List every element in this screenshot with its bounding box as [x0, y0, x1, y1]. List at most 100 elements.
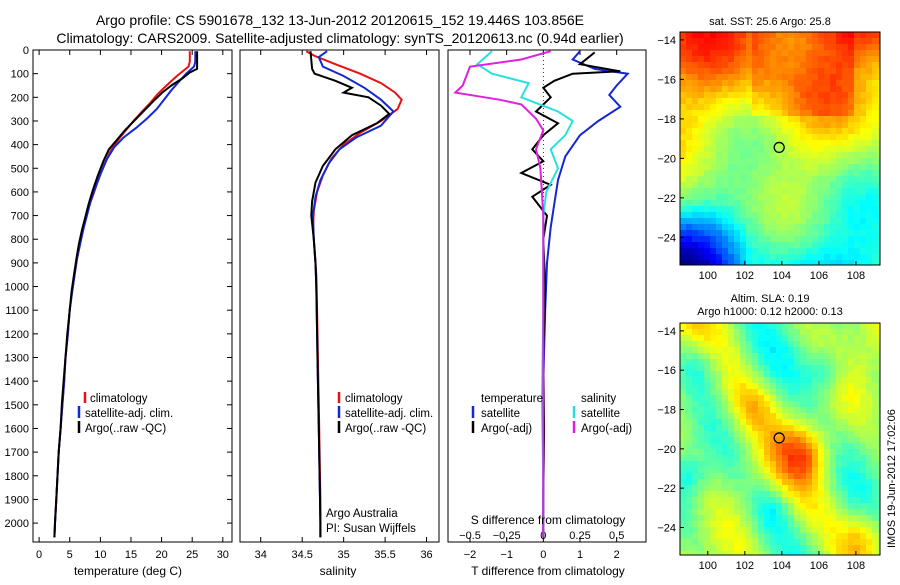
map-cell — [878, 539, 881, 546]
map-cell — [722, 359, 729, 366]
map-cell — [710, 491, 717, 498]
map-cell — [704, 377, 711, 384]
map-cell — [812, 545, 819, 552]
map-cell — [686, 158, 693, 165]
map-cell — [692, 170, 699, 177]
map-cell — [788, 62, 795, 69]
map-cell — [866, 473, 873, 480]
map-cell — [830, 347, 837, 354]
map-cell — [764, 212, 771, 219]
map-cell — [794, 533, 801, 540]
map-cell — [800, 164, 807, 171]
map-cell — [704, 347, 711, 354]
map-cell — [758, 527, 765, 534]
map-cell — [818, 110, 825, 117]
map-cell — [836, 389, 843, 396]
map-cell — [854, 533, 861, 540]
map-cell — [848, 128, 855, 135]
map-cell — [770, 32, 777, 39]
map-cell — [758, 365, 765, 372]
map-cell — [752, 56, 759, 63]
map-cell — [788, 164, 795, 171]
map-cell — [794, 188, 801, 195]
map-cell — [818, 485, 825, 492]
map-cell — [716, 242, 723, 249]
map-cell — [794, 419, 801, 426]
map-cell — [812, 110, 819, 117]
map-cell — [740, 485, 747, 492]
map-cell — [758, 485, 765, 492]
legend-label-t-argo: Argo(-adj) — [481, 423, 532, 435]
map-cell — [818, 425, 825, 432]
map-cell — [866, 407, 873, 414]
map-cell — [788, 104, 795, 111]
map-cell — [692, 188, 699, 195]
map-cell — [758, 377, 765, 384]
map-cell — [824, 194, 831, 201]
map-cell — [716, 230, 723, 237]
map-cell — [734, 50, 741, 57]
map-cell — [776, 323, 783, 330]
map-cell — [830, 545, 837, 552]
map-cell — [872, 539, 879, 546]
map-cell — [740, 92, 747, 99]
map-cell — [746, 32, 753, 39]
map-cell — [770, 182, 777, 189]
map-cell — [758, 164, 765, 171]
map-cell — [746, 461, 753, 468]
map-cell — [764, 158, 771, 165]
map-cell — [794, 140, 801, 147]
map-cell — [818, 491, 825, 498]
map-cell — [776, 473, 783, 480]
map-cell — [800, 182, 807, 189]
map-cell — [740, 32, 747, 39]
map-cell — [788, 92, 795, 99]
x-tick-label: 0 — [540, 549, 546, 561]
map-cell — [740, 248, 747, 255]
map-cell — [812, 377, 819, 384]
map-cell — [818, 68, 825, 75]
map-cell — [704, 230, 711, 237]
map-cell — [806, 383, 813, 390]
map-cell — [698, 329, 705, 336]
map-cell — [680, 425, 687, 432]
x-tick-label: 10 — [94, 549, 106, 561]
map-cell — [686, 80, 693, 87]
map-cell — [818, 323, 825, 330]
map-cell — [764, 170, 771, 177]
map-cell — [878, 365, 881, 372]
map-cell — [830, 371, 837, 378]
map-cell — [824, 359, 831, 366]
map-cell — [794, 104, 801, 111]
map-cell — [878, 533, 881, 540]
map-cell — [680, 158, 687, 165]
map-cell — [836, 551, 843, 556]
map-cell — [800, 206, 807, 213]
map-cell — [824, 134, 831, 141]
map-cell — [752, 182, 759, 189]
map-cell — [836, 413, 843, 420]
map-cell — [770, 371, 777, 378]
map-cell — [824, 56, 831, 63]
map-cell — [764, 323, 771, 330]
map-cell — [734, 158, 741, 165]
map-cell — [866, 443, 873, 450]
map-cell — [866, 449, 873, 456]
map-cell — [740, 38, 747, 45]
map-cell — [866, 242, 873, 249]
map-cell — [788, 503, 795, 510]
map-cell — [866, 485, 873, 492]
map-cell — [716, 44, 723, 51]
map-cell — [878, 158, 881, 165]
map-cell — [794, 218, 801, 225]
map-cell — [728, 116, 735, 123]
map-cell — [776, 461, 783, 468]
map-cell — [770, 74, 777, 81]
map-cell — [722, 371, 729, 378]
map-cell — [812, 116, 819, 123]
map-cell — [788, 335, 795, 342]
map-cell — [848, 323, 855, 330]
map-cell — [872, 341, 879, 348]
map-cell — [866, 206, 873, 213]
map-cell — [848, 485, 855, 492]
